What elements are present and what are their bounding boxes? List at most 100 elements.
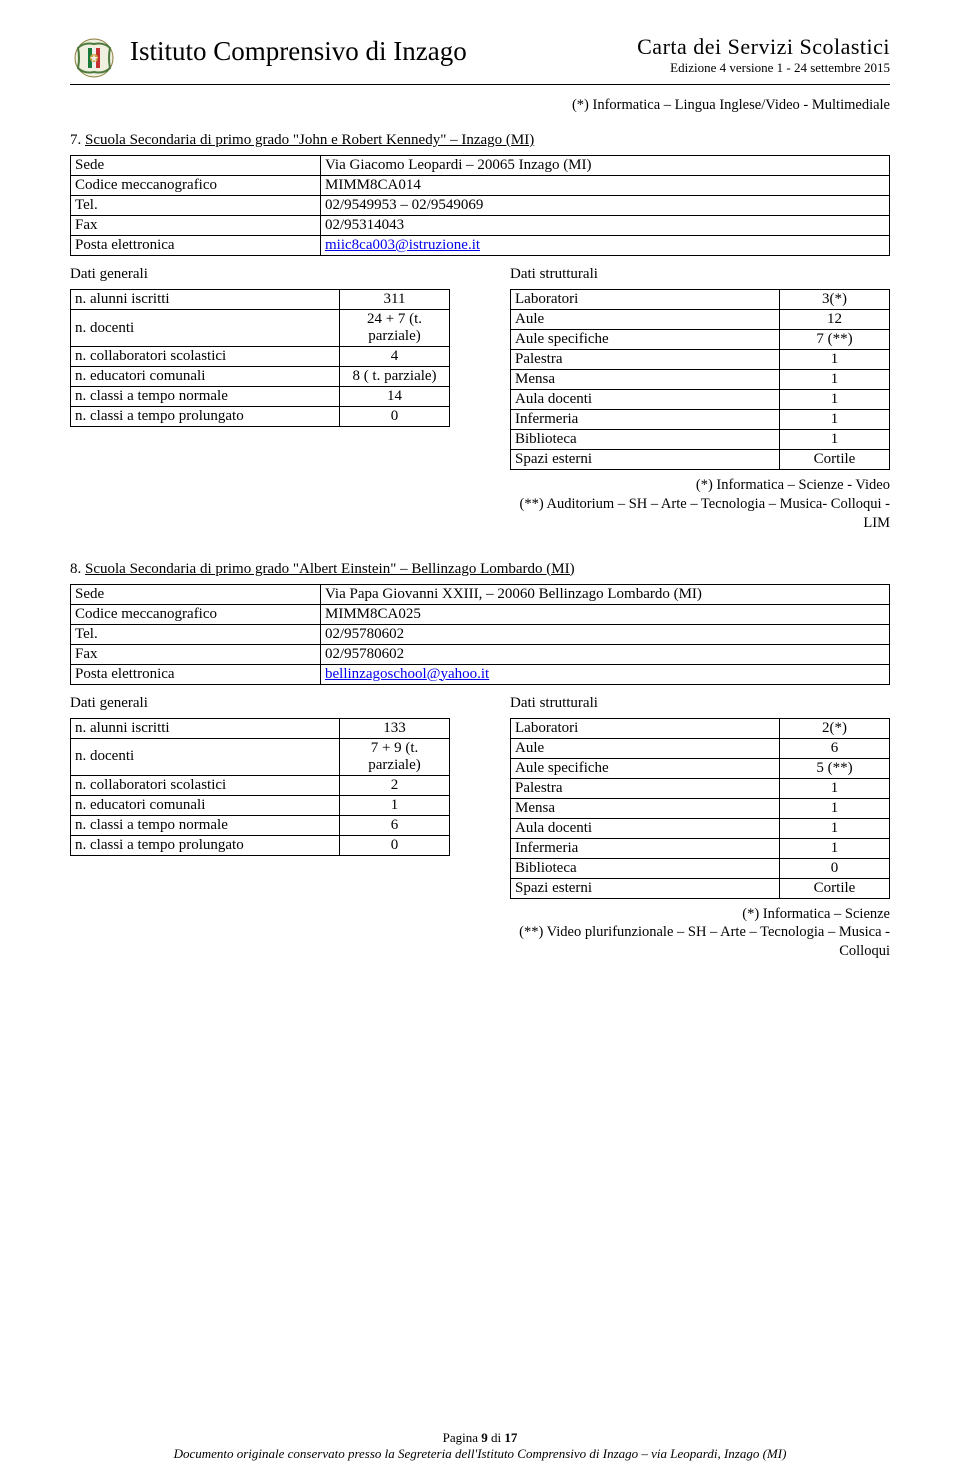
info-key: Tel. [71,196,321,216]
stat-key: n. classi a tempo normale [71,387,340,407]
table-row: n. docenti7 + 9 (t. parziale) [71,738,450,775]
header-title-left: Istituto Comprensivo di Inzago [130,30,625,67]
stat-key: Biblioteca [511,430,780,450]
stat-key: Aule [511,310,780,330]
table-row: Mensa1 [511,370,890,390]
table-row: Palestra1 [511,350,890,370]
info-key: Fax [71,644,321,664]
table-row: Aule specifiche5 (**) [511,758,890,778]
stat-value: 1 [780,390,890,410]
stat-key: Mensa [511,798,780,818]
stat-value: 133 [340,718,450,738]
dati-strutturali-label-8: Dati strutturali [510,695,890,712]
table-row: Codice meccanograficoMIMM8CA025 [71,604,890,624]
table-row: Aule6 [511,738,890,758]
table-row: Aula docenti1 [511,818,890,838]
header-title-right: Carta dei Servizi Scolastici Edizione 4 … [637,30,890,76]
stat-value: 0 [780,858,890,878]
stat-key: Palestra [511,778,780,798]
header-subtitle-1: Carta dei Servizi Scolastici [637,34,890,60]
stat-value: 7 + 9 (t. parziale) [340,738,450,775]
info-value: miic8ca003@istruzione.it [321,236,890,256]
stat-key: n. classi a tempo prolungato [71,835,340,855]
stat-key: Aula docenti [511,390,780,410]
section-7-prefix: 7. [70,132,85,148]
section-8-prefix: 8. [70,561,85,577]
table-row: Palestra1 [511,778,890,798]
table-row: n. classi a tempo prolungato0 [71,407,450,427]
info-value: Via Papa Giovanni XXIII, – 20060 Bellinz… [321,584,890,604]
table-row: n. collaboratori scolastici4 [71,347,450,367]
stat-value: 24 + 7 (t. parziale) [340,310,450,347]
email-link[interactable]: bellinzagoschool@yahoo.it [325,666,489,682]
stat-key: Aule specifiche [511,330,780,350]
section-7-foot1: (*) Informatica – Scienze - Video [510,476,890,495]
stat-key: Aula docenti [511,818,780,838]
table-row: SedeVia Papa Giovanni XXIII, – 20060 Bel… [71,584,890,604]
section-7-title: 7. Scuola Secondaria di primo grado "Joh… [70,132,890,149]
table-row: n. alunni iscritti133 [71,718,450,738]
table-row: Infermeria1 [511,838,890,858]
table-row: Spazi esterniCortile [511,450,890,470]
stat-key: n. educatori comunali [71,795,340,815]
stat-value: 3(*) [780,290,890,310]
email-link[interactable]: miic8ca003@istruzione.it [325,237,480,253]
stat-key: n. collaboratori scolastici [71,347,340,367]
stat-key: Biblioteca [511,858,780,878]
stat-key: n. alunni iscritti [71,718,340,738]
table-row: n. alunni iscritti311 [71,290,450,310]
info-key: Sede [71,584,321,604]
table-row: n. docenti24 + 7 (t. parziale) [71,310,450,347]
stat-value: 0 [340,407,450,427]
stat-key: Aule specifiche [511,758,780,778]
info-value: bellinzagoschool@yahoo.it [321,664,890,684]
stat-value: 1 [780,430,890,450]
section-8-generali-col: Dati generali n. alunni iscritti133n. do… [70,695,450,962]
section-7-generali-table: n. alunni iscritti311n. docenti24 + 7 (t… [70,289,450,427]
stat-value: 1 [780,778,890,798]
table-row: Tel.02/95780602 [71,624,890,644]
header-subtitle-2: Edizione 4 versione 1 - 24 settembre 201… [637,60,890,76]
info-key: Codice meccanografico [71,176,321,196]
stat-key: Infermeria [511,838,780,858]
page-header: Istituto Comprensivo di Inzago Carta dei… [70,30,890,85]
stat-key: Spazi esterni [511,878,780,898]
info-key: Codice meccanografico [71,604,321,624]
table-row: n. classi a tempo normale6 [71,815,450,835]
footer-page-num: 9 [481,1430,488,1445]
table-row: Laboratori2(*) [511,718,890,738]
stat-key: Infermeria [511,410,780,430]
section-7-info-table: SedeVia Giacomo Leopardi – 20065 Inzago … [70,155,890,256]
table-row: Fax02/95314043 [71,216,890,236]
section-7-strutturali-table: Laboratori3(*)Aule12Aule specifiche7 (**… [510,289,890,470]
section-7-underline: Scuola Secondaria di primo grado "John e… [85,132,534,148]
info-value: MIMM8CA025 [321,604,890,624]
section-8-info-table: SedeVia Papa Giovanni XXIII, – 20060 Bel… [70,584,890,685]
table-row: n. educatori comunali1 [71,795,450,815]
section-8-strutturali-table: Laboratori2(*)Aule6Aule specifiche5 (**)… [510,718,890,899]
info-value: MIMM8CA014 [321,176,890,196]
stat-key: n. alunni iscritti [71,290,340,310]
info-key: Tel. [71,624,321,644]
stat-key: n. classi a tempo prolungato [71,407,340,427]
table-row: Posta elettronica miic8ca003@istruzione.… [71,236,890,256]
stat-key: n. classi a tempo normale [71,815,340,835]
stat-value: 8 ( t. parziale) [340,367,450,387]
section-8-foot2: (**) Video plurifunzionale – SH – Arte –… [510,923,890,961]
stat-key: Palestra [511,350,780,370]
section-8-title: 8. Scuola Secondaria di primo grado "Alb… [70,561,890,578]
table-row: Posta elettronica bellinzagoschool@yahoo… [71,664,890,684]
info-value: 02/95780602 [321,624,890,644]
section-7-two-col: Dati generali n. alunni iscritti311n. do… [70,266,890,533]
stat-value: 1 [780,350,890,370]
section-8-footnotes: (*) Informatica – Scienze (**) Video plu… [510,905,890,962]
stat-value: 6 [340,815,450,835]
info-key: Posta elettronica [71,236,321,256]
section-7-foot2: (**) Auditorium – SH – Arte – Tecnologia… [510,495,890,533]
stat-value: 6 [780,738,890,758]
stat-key: n. collaboratori scolastici [71,775,340,795]
stat-value: 0 [340,835,450,855]
stat-value: 2 [340,775,450,795]
info-value: 02/95314043 [321,216,890,236]
stat-value: 12 [780,310,890,330]
